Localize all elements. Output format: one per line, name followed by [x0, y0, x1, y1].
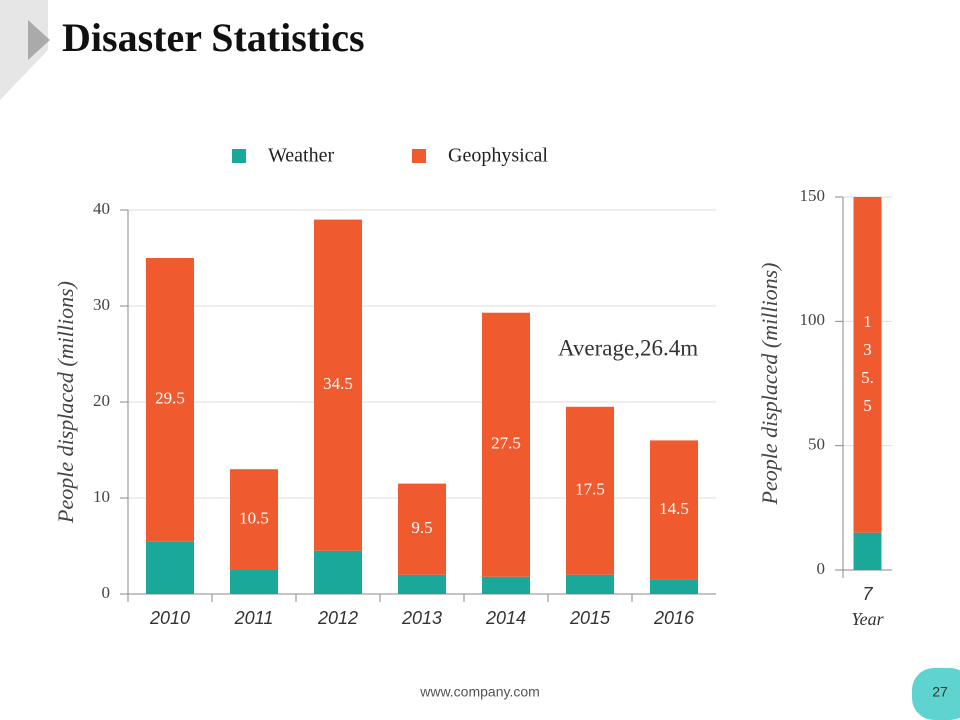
- bar-segment: [566, 574, 614, 594]
- value-label: 10.5: [239, 509, 269, 528]
- bar-segment: [650, 579, 698, 594]
- bar-segment: [314, 550, 362, 594]
- bar-segment: [853, 197, 882, 533]
- x-tick-label: 2016: [653, 608, 695, 628]
- x-tick-label: 2014: [485, 608, 526, 628]
- x-axis-label: Year: [851, 609, 884, 629]
- legend-swatch: [232, 149, 246, 163]
- y-tick-label: 100: [800, 310, 826, 329]
- x-tick-label: 2011: [234, 608, 274, 628]
- x-tick-label: 2010: [149, 608, 190, 628]
- y-tick-label: 0: [102, 583, 111, 602]
- y-tick-label: 0: [817, 559, 826, 578]
- x-tick-label: 2015: [569, 608, 611, 628]
- bar-segment: [314, 219, 362, 551]
- x-tick-label: 7: [862, 584, 873, 604]
- y-tick-label: 40: [93, 199, 110, 218]
- corner-decoration: [0, 0, 48, 100]
- bar-segment: [482, 576, 530, 594]
- bar-segment: [398, 574, 446, 594]
- legend-label: Weather: [268, 145, 334, 167]
- slide-title: Disaster Statistics: [62, 15, 365, 60]
- bar-segment: [482, 312, 530, 577]
- footer-url: www.company.com: [419, 684, 540, 700]
- bar-segment: [650, 440, 698, 580]
- bars: [146, 219, 698, 594]
- value-label: 9.5: [411, 518, 432, 537]
- bar-segment: [566, 406, 614, 575]
- x-tick-label: 2013: [401, 608, 442, 628]
- value-label: 14.5: [659, 499, 689, 518]
- annotation: Average,26.4m: [558, 335, 698, 360]
- y-tick-label: 150: [800, 186, 826, 205]
- corner-arrow: [28, 20, 50, 60]
- y-axis-label: People displaced (millions): [53, 281, 78, 524]
- page-number: 27: [932, 684, 948, 700]
- value-label: 27.5: [491, 434, 521, 453]
- value-label: 29.5: [155, 389, 185, 408]
- y-axis-label: People displaced (millions): [757, 263, 782, 506]
- bars: [853, 197, 882, 570]
- value-label: 1 3 5. 5: [861, 312, 874, 415]
- y-tick-label: 30: [93, 295, 110, 314]
- bar-segment: [853, 532, 882, 570]
- bar-segment: [230, 570, 278, 594]
- x-tick-label: 2012: [317, 608, 358, 628]
- y-tick-label: 20: [93, 391, 110, 410]
- legend-swatch: [412, 149, 426, 163]
- bar-segment: [398, 483, 446, 575]
- legend-label: Geophysical: [448, 145, 548, 167]
- value-label: 17.5: [575, 480, 605, 499]
- y-tick-label: 10: [93, 487, 110, 506]
- y-tick-label: 50: [808, 435, 825, 454]
- bar-segment: [146, 258, 194, 542]
- page-badge: [912, 668, 960, 720]
- value-label: 34.5: [323, 374, 353, 393]
- bar-segment: [146, 541, 194, 594]
- bar-segment: [230, 469, 278, 570]
